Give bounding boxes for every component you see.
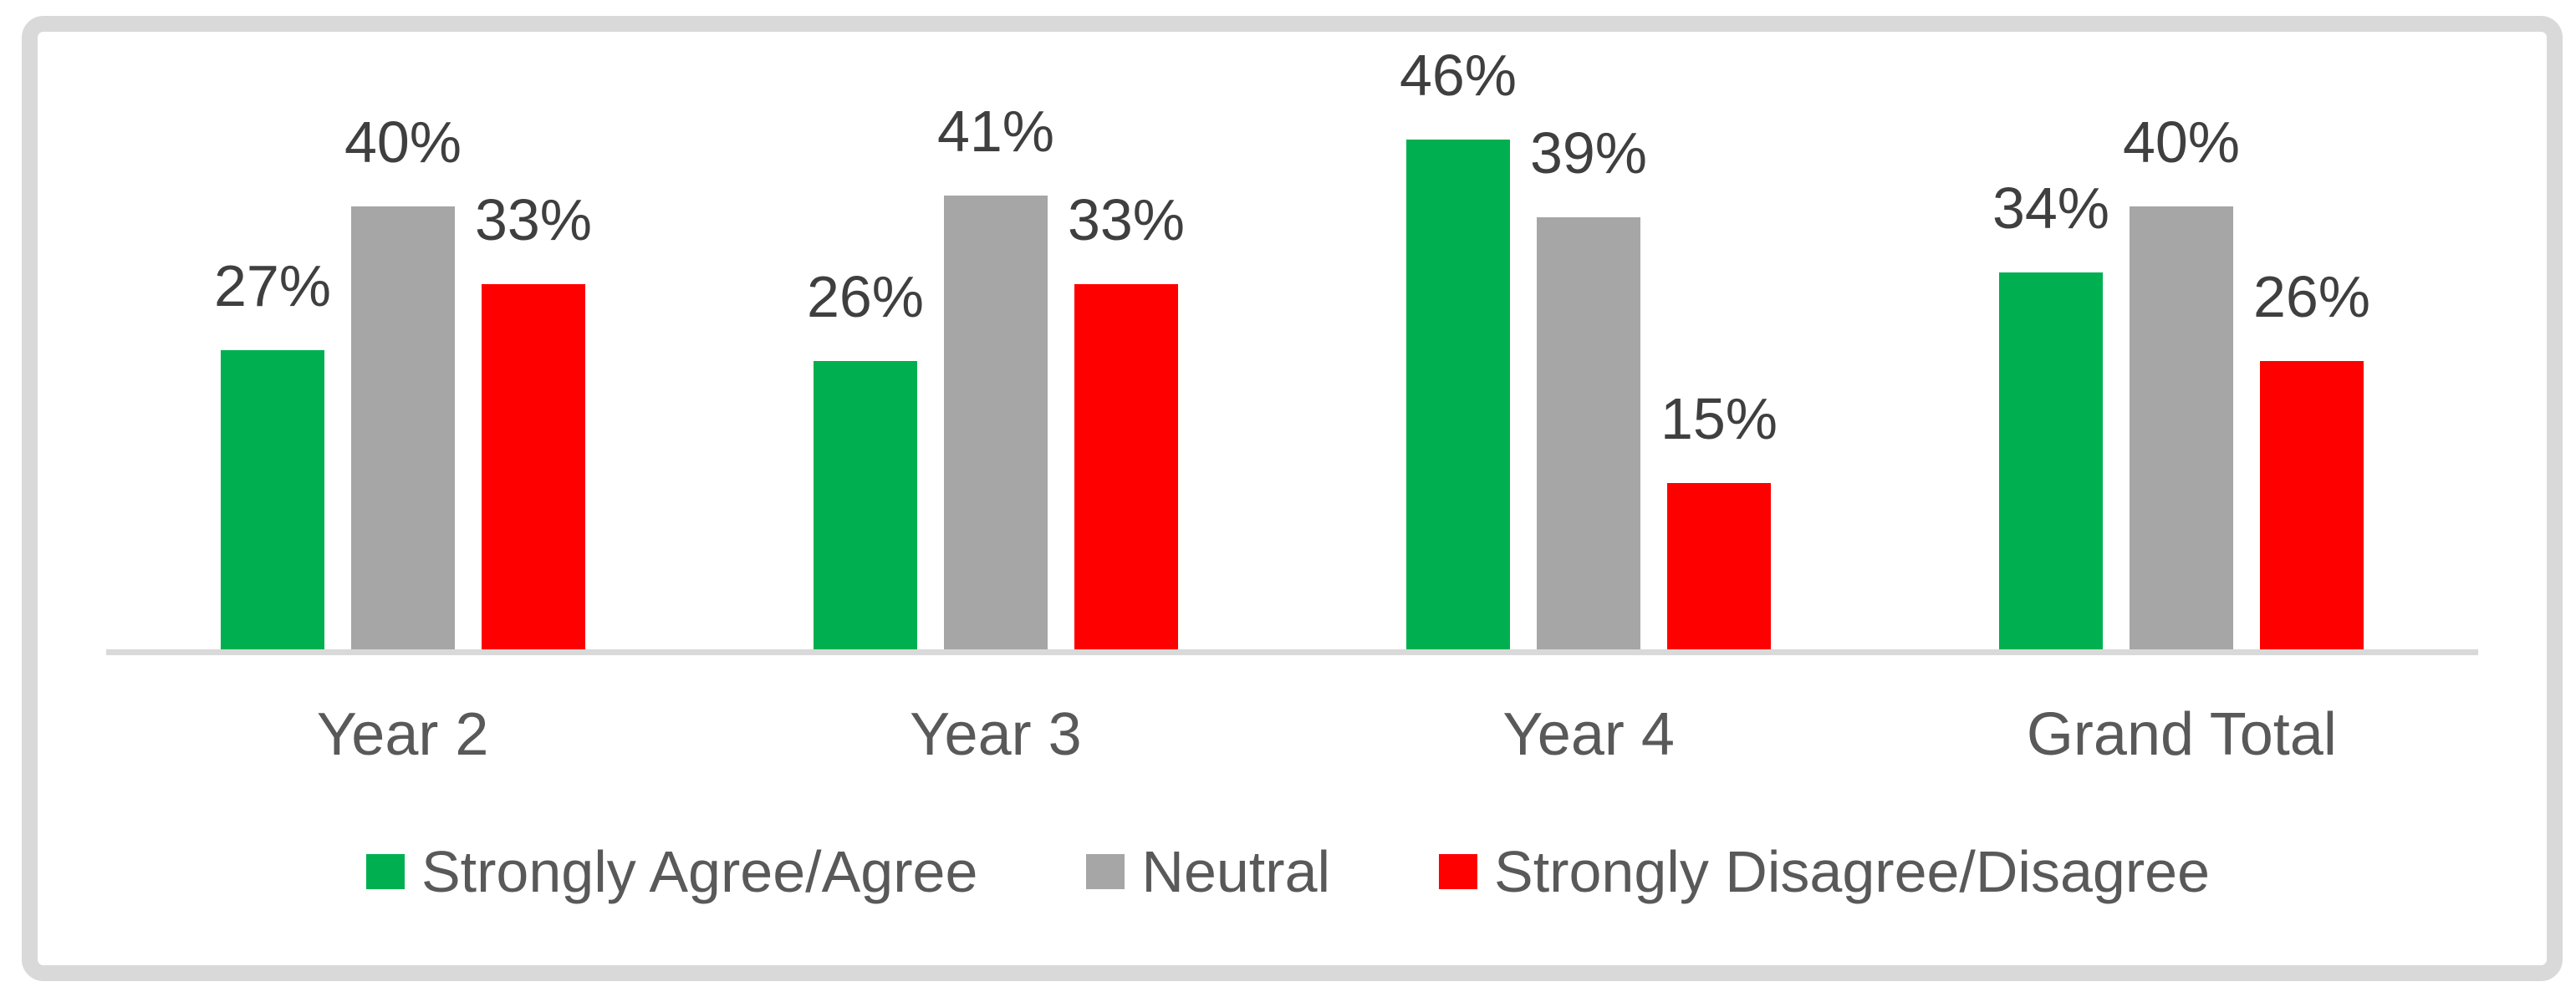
legend-item-strongly-agree-agree: Strongly Agree/Agree — [365, 839, 978, 904]
data-label-year-4-strongly-disagree-disagree: 15% — [1660, 386, 1778, 451]
x-axis-label-year-4: Year 4 — [1502, 701, 1675, 768]
x-axis-label-year-3: Year 3 — [910, 701, 1082, 768]
bar-year-2-strongly-disagree-disagree — [482, 284, 585, 649]
bar-year-3-neutral — [944, 196, 1048, 649]
legend: Strongly Agree/Agree Neutral Strongly Disa… — [0, 842, 2576, 901]
legend-label-strongly-disagree-disagree: Strongly Disagree/Disagree — [1494, 839, 2211, 904]
legend-marker-icon-strongly-agree-agree — [365, 854, 405, 889]
bar-grand-total-neutral — [2130, 206, 2233, 649]
data-label-grand-total-strongly-agree-agree: 34% — [1992, 175, 2110, 241]
data-label-year-2-strongly-disagree-disagree: 33% — [474, 187, 593, 252]
bar-grand-total-strongly-agree-agree — [1999, 272, 2103, 649]
data-label-year-3-strongly-agree-agree: 26% — [806, 264, 925, 329]
legend-marker-icon-neutral — [1086, 854, 1125, 889]
legend-item-strongly-disagree-disagree: Strongly Disagree/Disagree — [1439, 842, 2210, 901]
bar-year-3-strongly-agree-agree — [814, 361, 917, 649]
bar-year-4-strongly-disagree-disagree — [1667, 483, 1771, 649]
data-label-grand-total-strongly-disagree-disagree: 26% — [2252, 264, 2371, 329]
data-label-year-3-neutral: 41% — [936, 99, 1055, 164]
legend-label-strongly-agree-agree: Strongly Agree/Agree — [421, 839, 978, 904]
legend-item-neutral: Neutral — [1086, 842, 1330, 901]
bar-year-4-strongly-agree-agree — [1406, 140, 1510, 649]
data-label-year-3-strongly-disagree-disagree: 33% — [1067, 187, 1186, 252]
data-label-year-2-strongly-agree-agree: 27% — [213, 253, 332, 318]
legend-marker-icon-strongly-disagree-disagree — [1439, 854, 1478, 889]
chart-frame-border — [22, 16, 2563, 981]
bar-year-4-neutral — [1537, 217, 1640, 649]
data-label-year-4-neutral: 39% — [1529, 120, 1648, 186]
bar-year-3-strongly-disagree-disagree — [1074, 284, 1178, 649]
bar-year-2-strongly-agree-agree — [221, 350, 324, 649]
data-label-year-4-strongly-agree-agree: 46% — [1399, 43, 1518, 108]
bar-year-2-neutral — [351, 206, 455, 649]
legend-label-neutral: Neutral — [1141, 839, 1331, 904]
bar-grand-total-strongly-disagree-disagree — [2260, 361, 2364, 649]
x-axis-label-grand-total: Grand Total — [2026, 701, 2337, 768]
data-label-grand-total-neutral: 40% — [2122, 109, 2241, 175]
x-axis-line — [106, 649, 2478, 655]
data-label-year-2-neutral: 40% — [344, 109, 462, 175]
x-axis-label-year-2: Year 2 — [316, 701, 489, 768]
